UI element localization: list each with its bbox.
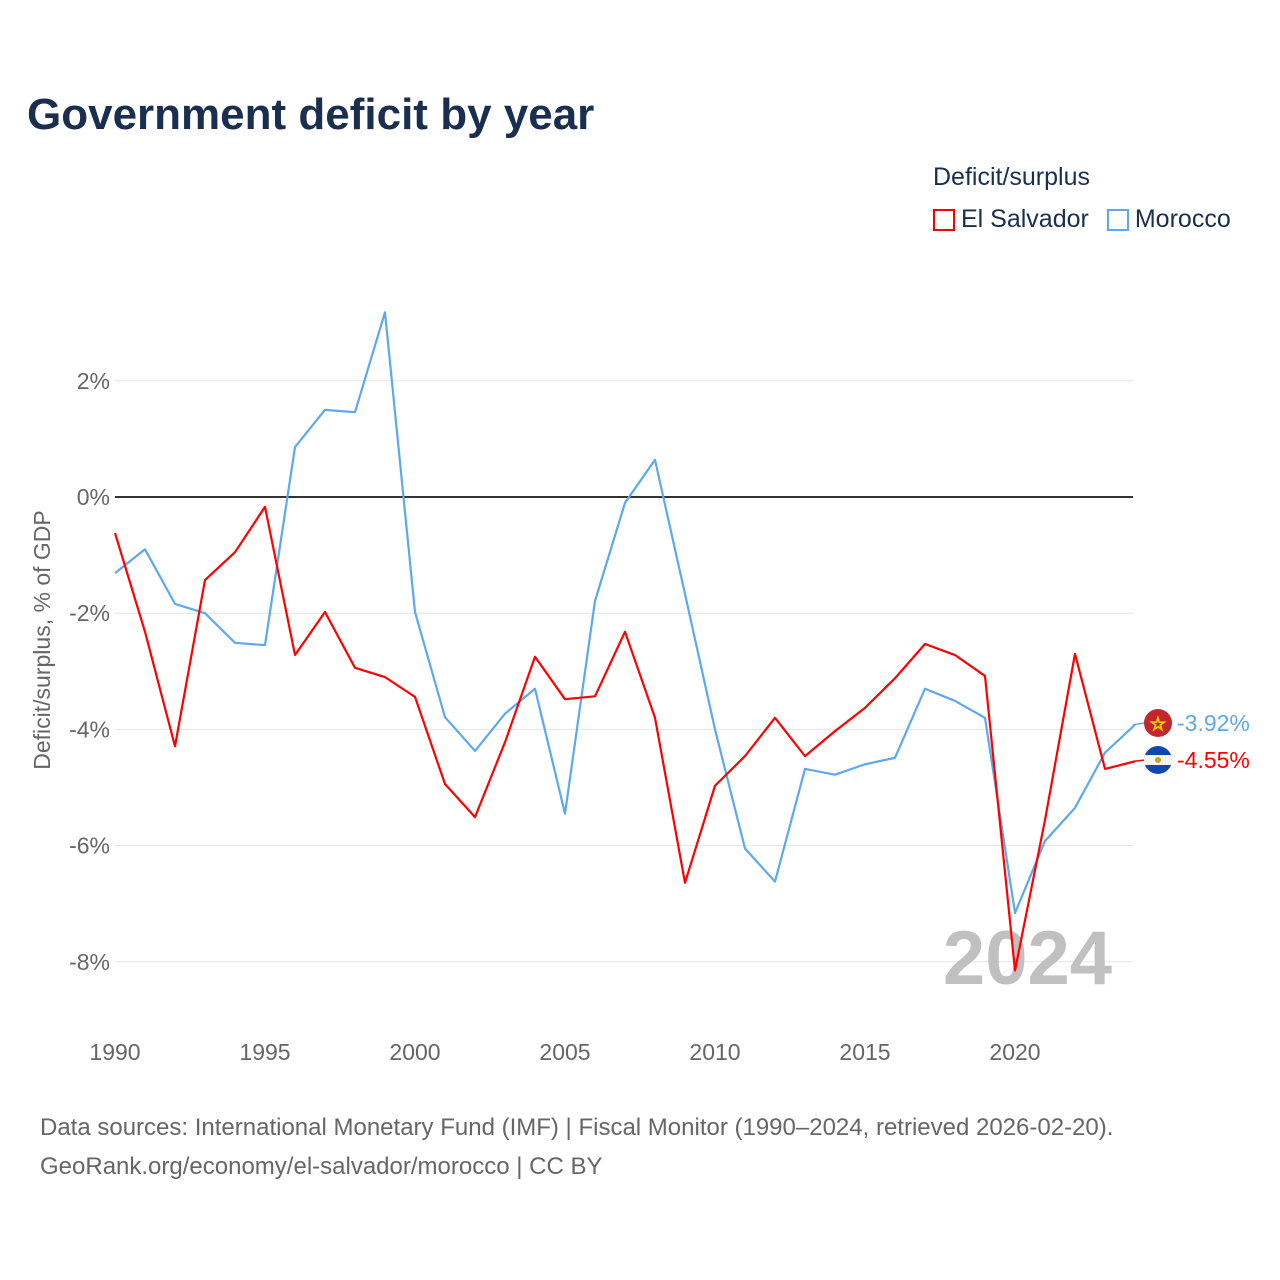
source-line-1: Data sources: International Monetary Fun… xyxy=(40,1114,1114,1141)
end-connector xyxy=(1132,759,1146,763)
x-tick-label: 2000 xyxy=(389,1039,440,1065)
x-tick-label: 1990 xyxy=(89,1039,140,1065)
y-tick-label: 0% xyxy=(77,484,110,510)
legend-label: Morocco xyxy=(1134,205,1231,233)
year-watermark: 2024 xyxy=(943,916,1112,1001)
y-tick-label: -8% xyxy=(69,949,110,975)
series-line-morocco xyxy=(114,311,1136,915)
legend-title: Deficit/surplus xyxy=(933,163,1090,191)
end-connector xyxy=(1132,722,1146,726)
source-line-2[interactable]: GeoRank.org/economy/el-salvador/morocco … xyxy=(40,1153,603,1180)
x-tick-label: 2015 xyxy=(839,1039,890,1065)
y-tick-label: 2% xyxy=(77,368,110,394)
legend-item-el-salvador[interactable]: El Salvador xyxy=(933,205,1089,234)
x-tick-label: 1995 xyxy=(239,1039,290,1065)
chart-title: Government deficit by year xyxy=(27,90,595,139)
legend-label: El Salvador xyxy=(961,205,1089,233)
star-icon: ☆ xyxy=(1150,714,1166,734)
y-axis-label: Deficit/surplus, % of GDP xyxy=(29,510,55,769)
x-tick-label: 2005 xyxy=(539,1039,590,1065)
legend: El Salvador Morocco xyxy=(933,205,1231,234)
morocco-flag-icon xyxy=(1144,709,1172,737)
x-tick-label: 2020 xyxy=(989,1039,1040,1065)
end-value-label: -3.92% xyxy=(1177,710,1250,736)
legend-swatch-el-salvador xyxy=(933,208,955,231)
legend-item-morocco[interactable]: Morocco xyxy=(1106,205,1231,234)
y-tick-label: -6% xyxy=(69,833,110,859)
source-note: Data sources: International Monetary Fun… xyxy=(40,1108,1113,1186)
end-value-label: -4.55% xyxy=(1177,747,1250,773)
y-tick-label: -2% xyxy=(69,600,110,626)
el-salvador-flag-icon xyxy=(1144,746,1172,774)
legend-swatch-morocco xyxy=(1106,208,1129,231)
y-tick-label: -4% xyxy=(69,716,110,742)
x-tick-label: 2010 xyxy=(689,1039,740,1065)
series-line-el-salvador xyxy=(113,505,1136,972)
